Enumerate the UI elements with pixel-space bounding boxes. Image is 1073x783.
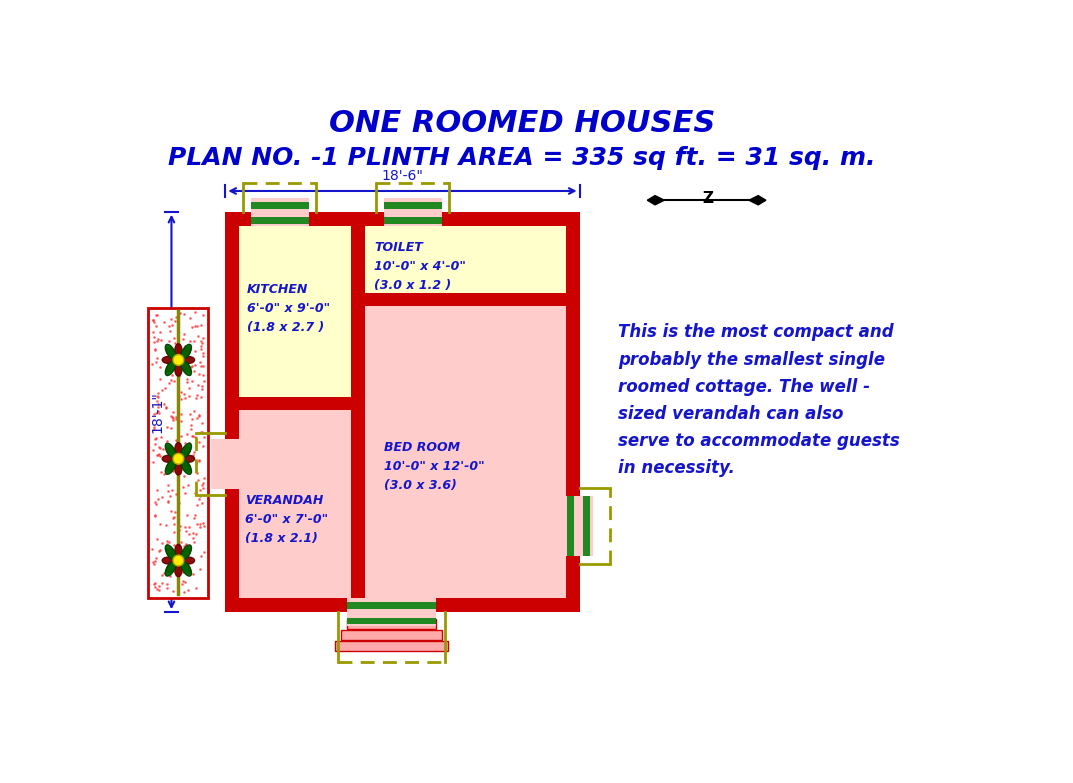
Circle shape: [173, 555, 183, 566]
Ellipse shape: [180, 447, 191, 456]
Text: VERANDAH
6'-0" x 7'-0"
(1.8 x 2.1): VERANDAH 6'-0" x 7'-0" (1.8 x 2.1): [246, 494, 328, 545]
Ellipse shape: [180, 345, 191, 359]
Text: Z: Z: [703, 191, 714, 206]
Ellipse shape: [165, 345, 176, 359]
Text: PLAN NO. -1 PLINTH AREA = 335 sq ft. = 31 sq. m.: PLAN NO. -1 PLINTH AREA = 335 sq ft. = 3…: [168, 146, 876, 170]
Ellipse shape: [175, 544, 181, 557]
Text: 18'-6": 18'-6": [382, 169, 424, 183]
Bar: [251, 198, 309, 226]
Bar: [239, 410, 351, 598]
Bar: [583, 496, 589, 556]
Bar: [384, 198, 442, 226]
Ellipse shape: [182, 455, 194, 462]
Ellipse shape: [180, 443, 191, 458]
Bar: [239, 226, 351, 410]
Bar: [347, 618, 436, 625]
Ellipse shape: [180, 561, 191, 576]
Bar: [351, 293, 565, 306]
Ellipse shape: [180, 459, 191, 474]
Ellipse shape: [166, 447, 176, 456]
Text: 18'-1": 18'-1": [150, 391, 164, 433]
Ellipse shape: [175, 463, 181, 475]
Ellipse shape: [162, 455, 175, 462]
Bar: [211, 439, 239, 489]
Ellipse shape: [175, 442, 181, 455]
Bar: [239, 226, 565, 598]
Ellipse shape: [175, 344, 181, 356]
Ellipse shape: [165, 545, 176, 560]
Ellipse shape: [165, 459, 176, 474]
Circle shape: [173, 355, 183, 366]
Ellipse shape: [180, 563, 191, 572]
Bar: [225, 211, 579, 612]
Circle shape: [173, 453, 183, 464]
Ellipse shape: [180, 545, 191, 560]
Bar: [251, 202, 309, 209]
Ellipse shape: [165, 561, 176, 576]
Ellipse shape: [175, 565, 181, 577]
Bar: [351, 226, 365, 598]
Bar: [384, 217, 442, 224]
Ellipse shape: [166, 563, 176, 572]
Bar: [365, 306, 565, 598]
Ellipse shape: [180, 348, 191, 358]
Text: This is the most compact and
probably the smallest single
roomed cottage. The we: This is the most compact and probably th…: [618, 323, 900, 477]
Polygon shape: [647, 196, 664, 205]
Ellipse shape: [175, 364, 181, 376]
Ellipse shape: [162, 557, 175, 564]
Ellipse shape: [182, 557, 194, 564]
Ellipse shape: [182, 356, 194, 363]
Bar: [239, 396, 365, 410]
Ellipse shape: [180, 548, 191, 558]
Bar: [148, 308, 208, 598]
Bar: [335, 640, 447, 651]
Ellipse shape: [180, 360, 191, 376]
Text: TOILET
10'-0" x 4'-0"
(3.0 x 1.2 ): TOILET 10'-0" x 4'-0" (3.0 x 1.2 ): [374, 240, 466, 291]
Ellipse shape: [166, 548, 176, 558]
Text: KITCHEN
6'-0" x 9'-0"
(1.8 x 2.7 ): KITCHEN 6'-0" x 9'-0" (1.8 x 2.7 ): [247, 283, 330, 334]
Text: ONE ROOMED HOUSES: ONE ROOMED HOUSES: [328, 109, 715, 138]
Bar: [568, 496, 574, 556]
Bar: [251, 217, 309, 224]
Text: BED ROOM
10'-0" x 12'-0"
(3.0 x 3.6): BED ROOM 10'-0" x 12'-0" (3.0 x 3.6): [384, 442, 485, 493]
Ellipse shape: [165, 360, 176, 376]
Ellipse shape: [162, 356, 175, 363]
Bar: [565, 496, 593, 556]
Ellipse shape: [165, 443, 176, 458]
Polygon shape: [749, 196, 766, 205]
Bar: [341, 630, 442, 640]
Bar: [384, 202, 442, 209]
Bar: [347, 598, 436, 626]
Bar: [347, 619, 436, 629]
Bar: [347, 602, 436, 609]
Bar: [365, 226, 565, 306]
Ellipse shape: [166, 362, 176, 372]
Ellipse shape: [180, 461, 191, 471]
Ellipse shape: [180, 362, 191, 372]
Ellipse shape: [166, 348, 176, 358]
Ellipse shape: [166, 461, 176, 471]
